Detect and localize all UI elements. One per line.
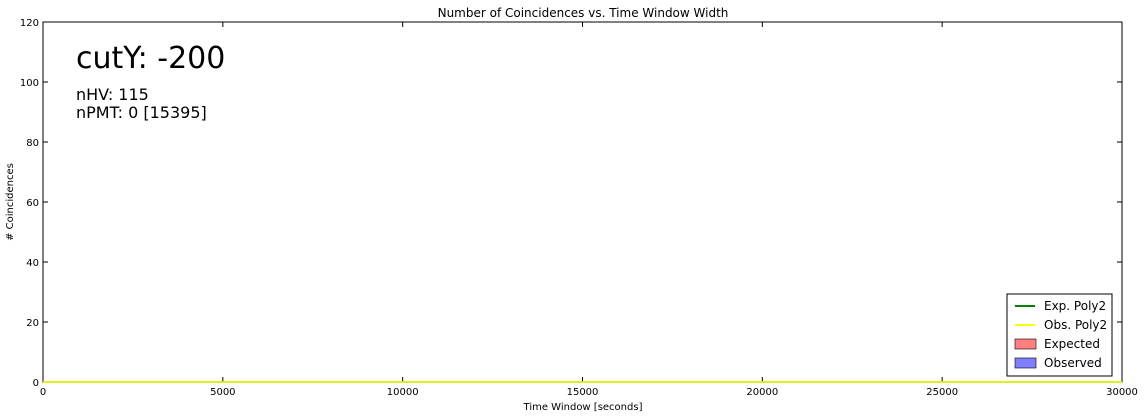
legend: Exp. Poly2 Obs. Poly2 Expected Observed bbox=[1006, 293, 1113, 377]
y-tick-label: 80 bbox=[26, 138, 39, 149]
x-tick-label: 25000 bbox=[926, 387, 958, 398]
x-tick-label: 15000 bbox=[567, 387, 599, 398]
y-tick-label: 0 bbox=[33, 378, 39, 389]
y-tick-label: 100 bbox=[20, 78, 39, 89]
chart-title: Number of Coincidences vs. Time Window W… bbox=[438, 6, 729, 20]
x-tick-label: 20000 bbox=[746, 387, 778, 398]
y-axis-label: # Coincidences bbox=[5, 163, 16, 241]
x-axis-label: Time Window [seconds] bbox=[523, 402, 643, 413]
x-tick-label: 5000 bbox=[210, 387, 235, 398]
legend-label-expected: Expected bbox=[1044, 337, 1100, 351]
x-tick-label: 30000 bbox=[1106, 387, 1138, 398]
x-tick-label: 10000 bbox=[387, 387, 419, 398]
y-tick-label: 120 bbox=[20, 18, 39, 29]
legend-label-obs-poly2: Obs. Poly2 bbox=[1044, 318, 1107, 332]
x-tick-label: 0 bbox=[40, 387, 46, 398]
legend-label-exp-poly2: Exp. Poly2 bbox=[1044, 299, 1106, 313]
legend-swatch-observed bbox=[1014, 357, 1037, 369]
y-tick-label: 40 bbox=[26, 258, 39, 269]
y-tick-label: 60 bbox=[26, 198, 39, 209]
annotation-nhv: nHV: 115 bbox=[76, 85, 149, 104]
plot-area: 0 5000 10000 15000 20000 25000 30000 0 20 40 60 80 1… bbox=[20, 18, 1138, 398]
legend-label-observed: Observed bbox=[1044, 356, 1102, 370]
y-tick-label: 20 bbox=[26, 318, 39, 329]
legend-swatch-expected bbox=[1014, 338, 1037, 350]
annotation-npmt: nPMT: 0 [15395] bbox=[76, 103, 207, 122]
plot-frame bbox=[42, 21, 1123, 383]
annotation-cut: cutY: -200 bbox=[76, 41, 225, 76]
